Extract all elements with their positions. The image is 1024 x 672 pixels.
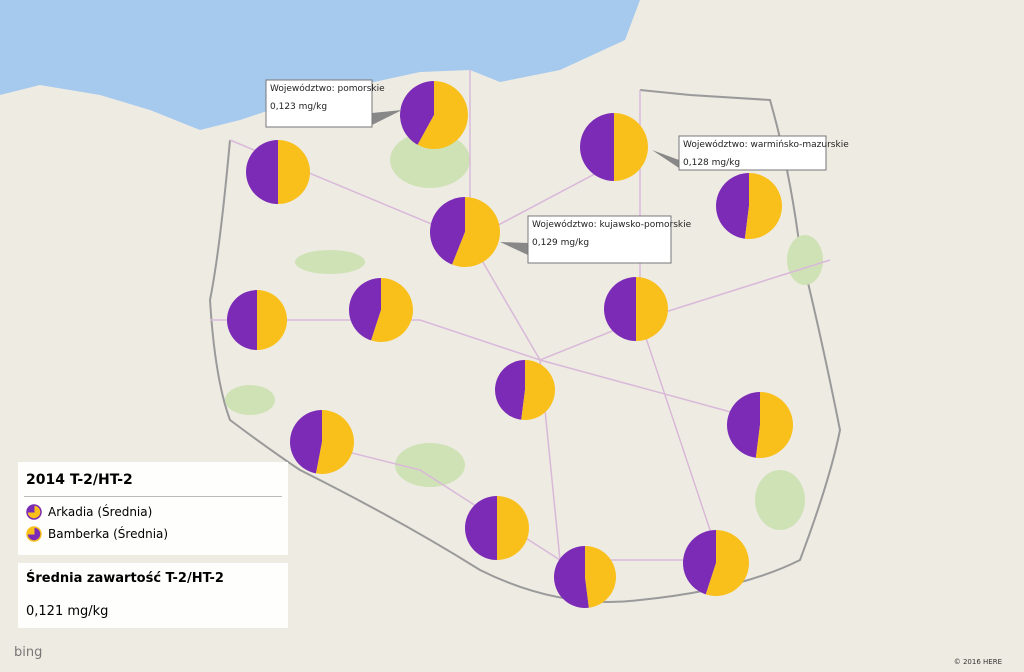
divider — [24, 496, 282, 497]
pie-slice — [465, 496, 497, 560]
pie-slice — [246, 140, 278, 204]
pie-slice — [755, 392, 793, 458]
tooltip-box — [527, 215, 672, 264]
legend-item: Arkadia (Średnia) — [26, 503, 288, 521]
pie-slice — [715, 173, 749, 239]
pie-slice — [495, 360, 525, 420]
pie — [246, 140, 310, 204]
tooltip: Województwo: warmińsko-mazurskie 0,128 mg… — [652, 135, 849, 171]
tooltip-box — [678, 135, 827, 171]
forests — [225, 132, 823, 530]
pie-slice — [726, 392, 760, 458]
tooltip-region: Województwo: warmińsko-mazurskie — [683, 139, 849, 150]
pie — [349, 278, 413, 343]
pie — [495, 360, 556, 420]
pie — [400, 81, 468, 150]
pie-slice — [257, 290, 287, 350]
tooltip: Województwo: pomorskie 0,123 mg/kg — [265, 79, 402, 128]
legend-title: 2014 T-2/HT-2 — [26, 472, 133, 488]
copyright: © 2016 HERE — [953, 658, 1002, 666]
pie-slice — [400, 81, 434, 145]
legend-items: Arkadia (Średnia) Bamberka (Średnia) — [18, 503, 288, 543]
legend-label: Arkadia (Średnia) — [48, 505, 153, 519]
pie-slice — [227, 290, 257, 350]
tooltip-pointer — [500, 242, 528, 255]
pie — [289, 410, 354, 475]
legend-label: Bamberka (Średnia) — [48, 527, 169, 541]
pie — [553, 546, 616, 609]
pie — [715, 173, 782, 239]
logo: bing — [14, 645, 43, 660]
pie-slice — [497, 496, 529, 560]
pie-slice — [614, 113, 648, 181]
pie — [430, 197, 501, 267]
pie — [682, 530, 749, 596]
legend-item: Bamberka (Średnia) — [26, 525, 288, 543]
tooltip-box — [265, 79, 373, 128]
pie-slice — [430, 197, 465, 265]
pie-slice — [289, 410, 322, 474]
tooltip-region: Województwo: pomorskie — [270, 83, 385, 94]
pie-slice — [278, 140, 310, 204]
pie — [227, 290, 287, 350]
tooltip-value: 0,128 mg/kg — [683, 158, 740, 168]
tooltip: Województwo: kujawsko-pomorskie 0,129 mg/… — [500, 215, 692, 264]
card: Średnia zawartość T-2/HT-2 0,121 mg/kg — [18, 563, 288, 628]
tooltip-region: Województwo: kujawsko-pomorskie — [532, 219, 692, 230]
pie-slice — [585, 546, 616, 608]
pie-slice — [452, 197, 501, 267]
pie-slice — [316, 410, 354, 475]
pie — [604, 277, 668, 341]
tooltip-pointer — [652, 150, 679, 168]
card-value: 0,121 mg/kg — [26, 604, 109, 619]
pie-slice — [553, 546, 589, 609]
pie-slice — [744, 173, 782, 239]
pie — [580, 113, 648, 181]
card-title: Średnia zawartość T-2/HT-2 — [26, 571, 224, 586]
pie — [726, 392, 793, 458]
tooltip-value: 0,123 mg/kg — [270, 102, 327, 112]
pie-slice — [580, 113, 614, 181]
pie — [465, 496, 529, 560]
pie-slice — [682, 530, 716, 595]
sea — [0, 0, 640, 130]
pie-slice — [349, 278, 381, 341]
pie-slice — [604, 277, 636, 341]
legend-icon — [26, 526, 42, 542]
pie-slice — [705, 530, 749, 596]
legend: 2014 T-2/HT-2 Arkadia (Średnia) Bamberka … — [18, 462, 288, 555]
pie-slice — [417, 81, 468, 150]
tooltip-value: 0,129 mg/kg — [532, 238, 589, 248]
pie-slice — [521, 360, 556, 420]
pie-slice — [636, 277, 668, 341]
pie-slice — [371, 278, 413, 343]
tooltip-pointer — [372, 110, 402, 125]
legend-icon — [26, 504, 42, 520]
